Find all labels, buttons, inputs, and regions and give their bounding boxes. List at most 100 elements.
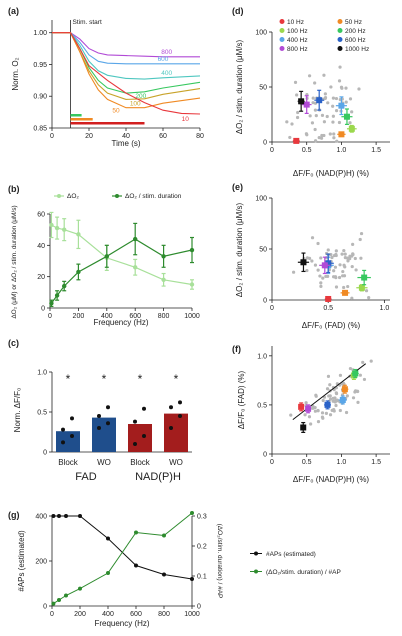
individual-point [334, 391, 338, 395]
panel-a-series-50 [52, 32, 201, 109]
panel-g-x-tick-label: 0 [50, 611, 54, 618]
individual-point [290, 122, 294, 126]
individual-point [344, 410, 349, 415]
panel-a-series-100 [52, 32, 201, 100]
individual-point [333, 265, 338, 269]
panel-g-point [162, 533, 166, 538]
individual-point [318, 274, 322, 278]
panel-g-point [134, 530, 138, 535]
panel-c-group-label: NAD(P)H [135, 471, 181, 483]
panel-d-mean-marker [348, 125, 355, 132]
panel-f-mean-marker [339, 397, 346, 403]
panel-c-category-label: WO [97, 458, 111, 467]
panel-a-x-tick-label: 40 [122, 133, 130, 140]
panel-b-point [104, 254, 110, 259]
panel-d-legend-label: 10 Hz [287, 19, 304, 26]
panel-c-individual-point [142, 434, 146, 438]
panel-a-y-tick-label: 0.95 [33, 62, 47, 69]
individual-point [319, 284, 323, 288]
panel-e-axes: 0 0.5 1.0 0 50 100 ΔF/F₀ (FAD) (%) ΔO₂ / stim. … [235, 196, 390, 330]
panel-g-point [51, 514, 56, 518]
individual-point [348, 97, 353, 101]
individual-point [342, 263, 346, 267]
individual-point [351, 252, 355, 256]
panel-f-y-tick-label: 1.0 [257, 353, 267, 360]
panel-a-series-label-800: 800 [161, 49, 172, 56]
stim-bar [70, 118, 93, 121]
panel-g-x-tick-label: 400 [102, 611, 114, 618]
individual-point [319, 256, 323, 260]
panel-c-y-tick-label: 1.0 [37, 370, 47, 377]
panel-g-point [57, 514, 61, 518]
panel-g-point [134, 563, 138, 568]
panel-c-bar [128, 424, 152, 452]
panel-a-x-tick-label: 0 [50, 133, 54, 140]
individual-point [330, 255, 334, 260]
panel-c-bar [164, 413, 188, 452]
individual-point [334, 285, 339, 289]
panel-d-legend-label: 200 Hz [345, 28, 366, 35]
panel-e-mean-marker [325, 260, 332, 267]
panel-e-mean-marker [342, 289, 349, 296]
individual-point [326, 274, 330, 278]
panel-b-y-tick-label: 20 [37, 274, 45, 281]
individual-point [353, 256, 357, 261]
individual-point [313, 409, 317, 413]
panel-c-individual-point [106, 421, 110, 426]
panel-f-xlabel: ΔF/F₀ (NAD(P)H) (%) [293, 475, 370, 484]
panel-g-series-line [53, 515, 193, 580]
panel-g-ylabel: #APs (estimated) [17, 530, 26, 592]
panel-d-mean-marker [316, 97, 323, 104]
panel-g-legend-swatch [254, 569, 258, 574]
panel-e-x-tick-label: 1.0 [380, 305, 390, 312]
panel-b-point [189, 282, 195, 287]
panel-e-y-tick-label: 100 [255, 196, 267, 203]
panel-b-point [61, 283, 67, 289]
panel-f-mean-marker [298, 403, 305, 410]
panel-b-point [61, 227, 67, 232]
panel-b-point [133, 265, 138, 270]
panel-e-x-tick-label: 0.5 [323, 305, 333, 312]
individual-point [350, 296, 354, 300]
individual-point [334, 403, 338, 408]
panel-c-y-tick-label: 0 [43, 450, 47, 457]
individual-point [322, 73, 326, 77]
individual-point [310, 236, 315, 240]
panel-b-point [161, 277, 166, 282]
individual-point [311, 96, 315, 100]
individual-point [344, 100, 348, 104]
individual-point [305, 256, 309, 260]
individual-point [342, 285, 346, 290]
panel-b-x-tick-label: 200 [73, 313, 85, 320]
panel-g-point [78, 586, 82, 591]
individual-point [321, 276, 325, 280]
individual-point [332, 132, 336, 136]
individual-point [328, 394, 332, 398]
panel-c-individual-point [106, 405, 110, 410]
individual-point [357, 87, 361, 91]
panel-g-x-tick-label: 200 [74, 611, 86, 618]
individual-point [322, 133, 326, 138]
panel-c-sig: * [138, 372, 143, 386]
panel-d-x-tick-label: 1.5 [371, 147, 381, 154]
individual-point [307, 74, 312, 78]
panel-c-individual-point [70, 434, 74, 438]
individual-point [333, 396, 337, 400]
panel-b-ylabel: ΔO₂ (μM) or ΔO₂ / stim. duration (μM/s) [11, 205, 18, 318]
panel-b-legend-swatch [115, 194, 119, 198]
panel-d-legend-label: 400 Hz [287, 37, 308, 44]
panel-d-legend-label: 600 Hz [345, 37, 366, 44]
individual-point [343, 252, 347, 256]
panel-c-individual-point [178, 414, 182, 418]
individual-point [313, 139, 318, 143]
panel-a-series-400 [52, 32, 201, 80]
individual-point [337, 275, 342, 280]
panel-c-ylabel: Norm. ΔF/F₀ [13, 388, 22, 433]
individual-point [340, 252, 344, 256]
panel-g-y-tick-label-right: 0 [197, 604, 201, 611]
panel-g-series-line [53, 512, 193, 605]
individual-point [292, 270, 296, 274]
panel-a-x-tick-label: 20 [85, 133, 93, 140]
panel-g-y-tick-label: 400 [35, 514, 47, 521]
individual-point [289, 413, 293, 417]
